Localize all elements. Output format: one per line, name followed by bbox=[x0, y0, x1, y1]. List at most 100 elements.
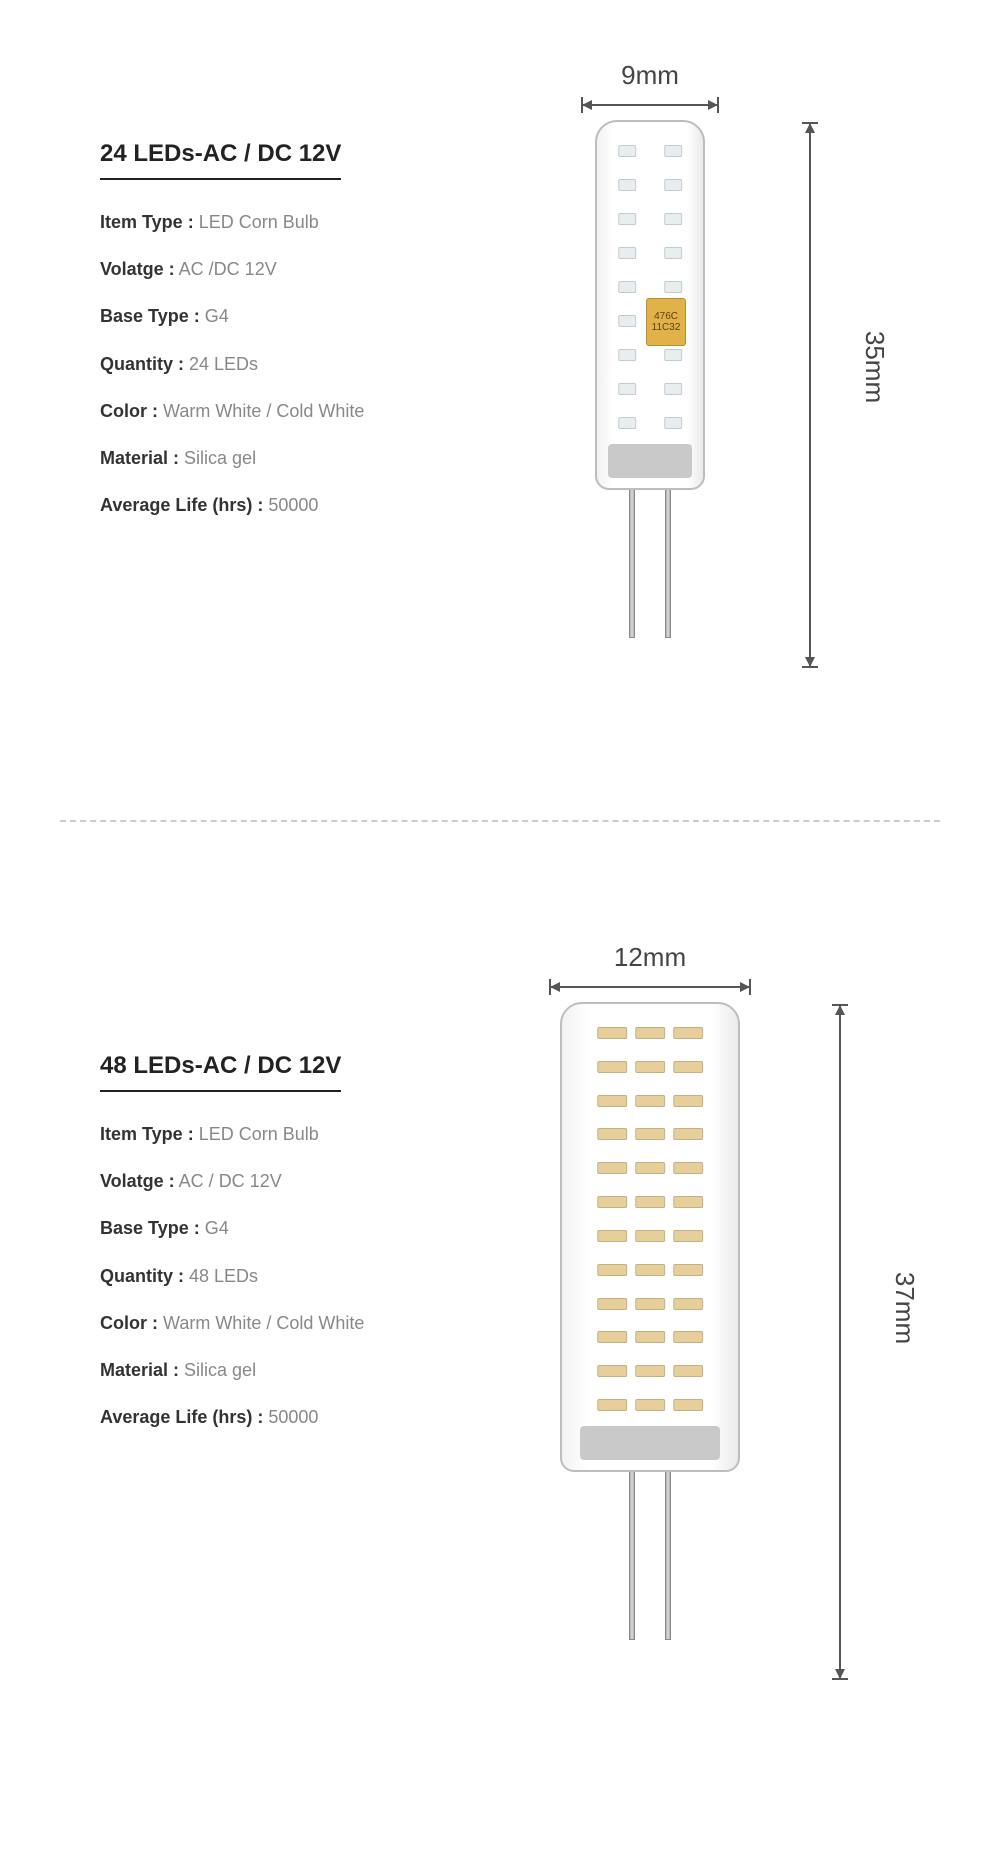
led-chip bbox=[597, 1095, 627, 1107]
led-chip bbox=[673, 1061, 703, 1073]
spec-value: Warm White / Cold White bbox=[158, 1313, 364, 1333]
dimension-width: 12mm bbox=[470, 942, 830, 997]
dimension-width-arrow-icon bbox=[470, 977, 830, 997]
led-chip bbox=[664, 145, 682, 157]
spec-row: Material : Silica gel bbox=[100, 1358, 480, 1383]
led-chip bbox=[597, 1230, 627, 1242]
led-chip bbox=[635, 1196, 665, 1208]
spec-row: Item Type : LED Corn Bulb bbox=[100, 1122, 480, 1147]
led-chip bbox=[664, 179, 682, 191]
led-strip bbox=[597, 1018, 703, 1420]
spec-value: G4 bbox=[200, 1218, 229, 1238]
spec-value: AC /DC 12V bbox=[175, 259, 277, 279]
bulb-graphic: 476C 11C32 bbox=[595, 120, 705, 638]
spec-row: Item Type : LED Corn Bulb bbox=[100, 210, 480, 235]
led-strip bbox=[618, 136, 682, 438]
spec-value: 50000 bbox=[263, 1407, 318, 1427]
dimension-width: 9mm bbox=[500, 60, 800, 115]
pin bbox=[665, 1470, 671, 1640]
led-chip bbox=[618, 145, 636, 157]
led-chip bbox=[597, 1061, 627, 1073]
spec-row: Base Type : G4 bbox=[100, 1216, 480, 1241]
spec-block: 48 LEDs-AC / DC 12V Item Type : LED Corn… bbox=[100, 1052, 480, 1452]
pin bbox=[665, 488, 671, 638]
spec-label: Color : bbox=[100, 1313, 158, 1333]
led-chip bbox=[664, 281, 682, 293]
spec-list: Item Type : LED Corn Bulb Volatge : AC /D… bbox=[100, 210, 480, 518]
led-chip bbox=[635, 1264, 665, 1276]
spec-row: Color : Warm White / Cold White bbox=[100, 399, 480, 424]
led-chip bbox=[673, 1230, 703, 1242]
spec-value: LED Corn Bulb bbox=[194, 1124, 319, 1144]
dimension-width-arrow-icon bbox=[500, 95, 800, 115]
dimension-height-arrow-icon bbox=[830, 997, 850, 1687]
spec-value: LED Corn Bulb bbox=[194, 212, 319, 232]
section-divider bbox=[60, 820, 940, 822]
product-title: 48 LEDs-AC / DC 12V bbox=[100, 1052, 341, 1092]
spec-label: Item Type : bbox=[100, 1124, 194, 1144]
spec-label: Material : bbox=[100, 1360, 179, 1380]
led-chip bbox=[664, 247, 682, 259]
led-chip bbox=[597, 1264, 627, 1276]
spec-label: Color : bbox=[100, 401, 158, 421]
led-chip bbox=[618, 383, 636, 395]
spec-row: Quantity : 24 LEDs bbox=[100, 352, 480, 377]
spec-value: Silica gel bbox=[179, 448, 256, 468]
product-figure: 9mm 476C 11C32 bbox=[500, 60, 800, 680]
spec-label: Average Life (hrs) : bbox=[100, 1407, 263, 1427]
led-chip bbox=[618, 247, 636, 259]
spec-value: Warm White / Cold White bbox=[158, 401, 364, 421]
dimension-width-label: 9mm bbox=[500, 60, 800, 91]
spec-value: 50000 bbox=[263, 495, 318, 515]
spec-row: Color : Warm White / Cold White bbox=[100, 1311, 480, 1336]
spec-row: Material : Silica gel bbox=[100, 446, 480, 471]
spec-label: Quantity : bbox=[100, 354, 184, 374]
dimension-width-label: 12mm bbox=[470, 942, 830, 973]
led-chip bbox=[618, 213, 636, 225]
led-chip bbox=[635, 1230, 665, 1242]
spec-row: Base Type : G4 bbox=[100, 304, 480, 329]
spec-row: Volatge : AC /DC 12V bbox=[100, 257, 480, 282]
led-chip bbox=[635, 1331, 665, 1343]
led-chip bbox=[673, 1196, 703, 1208]
spec-row: Average Life (hrs) : 50000 bbox=[100, 1405, 480, 1430]
led-chip bbox=[618, 281, 636, 293]
spec-block: 24 LEDs-AC / DC 12V Item Type : LED Corn… bbox=[100, 140, 480, 540]
led-chip bbox=[664, 417, 682, 429]
product-title: 24 LEDs-AC / DC 12V bbox=[100, 140, 341, 180]
spec-value: 24 LEDs bbox=[184, 354, 258, 374]
led-chip bbox=[618, 179, 636, 191]
led-chip bbox=[673, 1399, 703, 1411]
dimension-height: 35mm bbox=[800, 115, 860, 675]
led-chip bbox=[635, 1128, 665, 1140]
led-chip bbox=[597, 1128, 627, 1140]
led-chip bbox=[635, 1399, 665, 1411]
dimension-height-label: 35mm bbox=[859, 331, 890, 403]
spec-label: Volatge : bbox=[100, 1171, 175, 1191]
led-chip bbox=[618, 417, 636, 429]
led-chip bbox=[618, 349, 636, 361]
spec-label: Base Type : bbox=[100, 1218, 200, 1238]
led-chip bbox=[597, 1027, 627, 1039]
led-chip bbox=[597, 1399, 627, 1411]
spec-list: Item Type : LED Corn BulbVolatge : AC / … bbox=[100, 1122, 480, 1430]
dimension-height-label: 37mm bbox=[889, 1271, 920, 1343]
led-chip bbox=[673, 1331, 703, 1343]
product-section-48led: 48 LEDs-AC / DC 12V Item Type : LED Corn… bbox=[0, 862, 1000, 1862]
bulb-pins bbox=[560, 1470, 740, 1640]
led-chip bbox=[618, 315, 636, 327]
led-chip bbox=[664, 213, 682, 225]
led-chip bbox=[635, 1365, 665, 1377]
product-figure: 12mm bbox=[470, 942, 830, 1722]
led-chip bbox=[635, 1162, 665, 1174]
pin bbox=[629, 488, 635, 638]
spec-value: G4 bbox=[200, 306, 229, 326]
led-chip bbox=[673, 1128, 703, 1140]
bulb-graphic bbox=[560, 1002, 740, 1640]
spec-label: Material : bbox=[100, 448, 179, 468]
pcb-block bbox=[608, 444, 693, 478]
capacitor-chip: 476C 11C32 bbox=[646, 298, 686, 346]
pcb-block bbox=[580, 1426, 721, 1460]
led-chip bbox=[673, 1162, 703, 1174]
product-section-24led: 24 LEDs-AC / DC 12V Item Type : LED Corn… bbox=[0, 0, 1000, 780]
